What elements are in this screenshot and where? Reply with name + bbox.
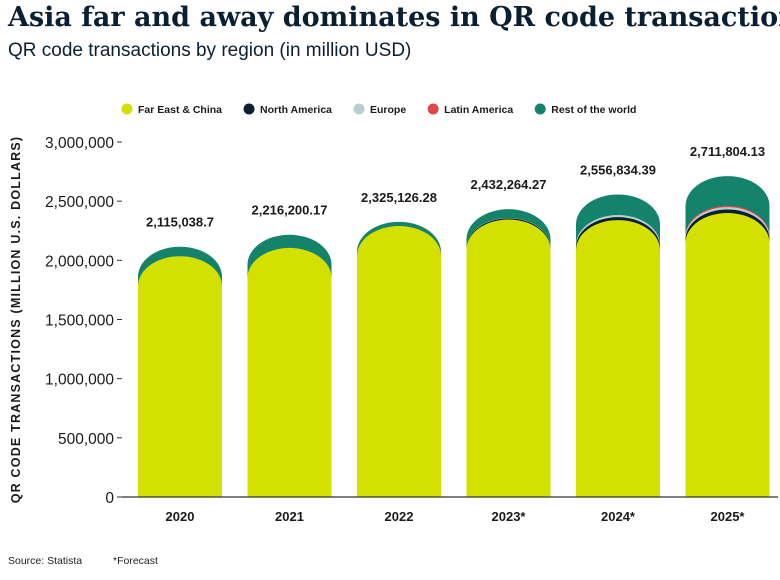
legend-label: Europe xyxy=(370,104,406,116)
bar-segment-far-east-china xyxy=(576,220,660,497)
x-tick-label: 2021 xyxy=(275,509,304,524)
legend-label: Latin America xyxy=(444,104,513,116)
y-tick-label: 1,000,000 xyxy=(45,372,114,389)
bar-total-label: 2,556,834.39 xyxy=(580,162,656,177)
bar-segment-far-east-china xyxy=(466,219,551,497)
bar-segment-far-east-china xyxy=(138,256,222,497)
y-tick-label: 1,500,000 xyxy=(45,313,114,330)
legend-marker xyxy=(353,103,365,115)
forecast-note: *Forecast xyxy=(113,555,158,567)
bar-total-label: 2,432,264.27 xyxy=(471,177,547,192)
legend-marker xyxy=(243,103,255,115)
bar-total-label: 2,711,804.13 xyxy=(690,144,765,159)
x-tick-label: 2020 xyxy=(166,509,195,524)
x-tick-label: 2022 xyxy=(385,509,414,524)
legend-label: North America xyxy=(260,104,332,116)
bar-segment-far-east-china xyxy=(357,226,441,497)
chart-subtitle: QR code transactions by region (in milli… xyxy=(8,40,412,61)
bar-total-label: 2,216,200.17 xyxy=(252,203,328,218)
chart-title: Asia far and away dominates in QR code t… xyxy=(8,2,780,33)
y-tick-label: 500,000 xyxy=(58,431,114,448)
legend-marker xyxy=(427,103,439,115)
y-tick-label: 2,000,000 xyxy=(45,253,114,270)
bar-segment-far-east-china xyxy=(685,213,770,498)
y-axis-title: QR CODE TRANSACTIONS (MILLION U.S. DOLLA… xyxy=(9,136,23,504)
y-tick-label: 0 xyxy=(105,490,114,507)
legend-marker xyxy=(534,103,546,115)
x-tick-label: 2025* xyxy=(711,509,746,524)
legend-label: Far East & China xyxy=(138,104,222,116)
bar-total-label: 2,325,126.28 xyxy=(361,190,437,205)
bar-segment-far-east-china xyxy=(247,247,332,497)
y-tick-label: 2,500,000 xyxy=(45,194,114,211)
x-tick-label: 2023* xyxy=(492,509,527,524)
bar-total-label: 2,115,038.7 xyxy=(146,215,214,230)
y-tick-label: 3,000,000 xyxy=(45,135,114,152)
legend-marker xyxy=(121,103,133,115)
source-note: Source: Statista xyxy=(8,555,83,567)
legend-label: Rest of the world xyxy=(551,104,636,116)
x-tick-label: 2024* xyxy=(601,509,636,524)
